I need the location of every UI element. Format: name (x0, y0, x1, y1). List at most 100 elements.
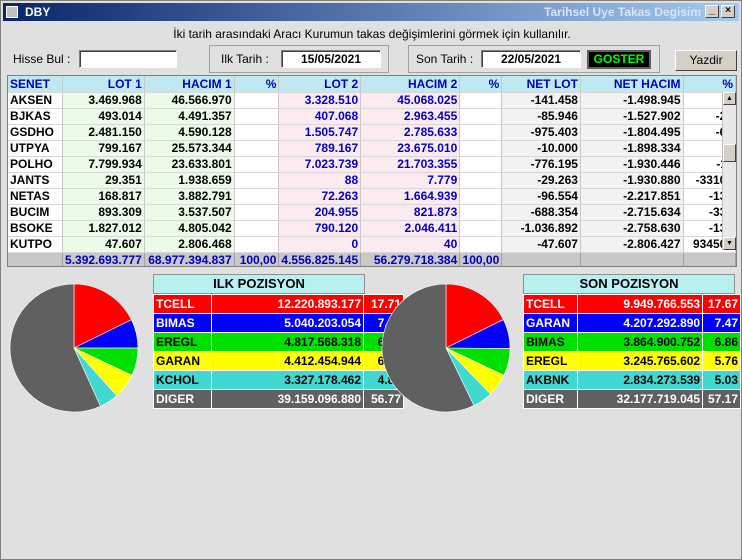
position-row[interactable]: DIGER 39.159.096.880 56.77 (153, 389, 404, 409)
arrow-up-icon: ▲ (726, 95, 733, 102)
cell-pct1 (234, 204, 280, 221)
table-row[interactable]: AKSEN 3.469.968 46.566.970 3.328.510 45.068.… (8, 92, 736, 109)
cell-pct1 (234, 236, 280, 253)
col-header-net-lot[interactable]: NET LOT (501, 76, 581, 93)
col-header-hacim1[interactable]: HACIM 1 (144, 76, 235, 93)
cell-lot1: 2.481.150 (62, 124, 145, 141)
cell-net-hacim: -2.715.634 (580, 204, 684, 221)
cell-pct2 (459, 92, 503, 109)
table-row[interactable]: JANTS 29.351 1.938.659 88 7.779 -29.263 -1.930… (8, 172, 736, 189)
cell-pct1 (234, 156, 280, 173)
position-row[interactable]: AKBNK 2.834.273.539 5.03 (522, 370, 741, 390)
cell-net-hacim: -1.930.446 (580, 156, 684, 173)
cell-senet: BUCIM (8, 204, 64, 221)
app-icon[interactable] (6, 6, 18, 18)
position-name: KCHOL (153, 370, 212, 390)
last-date-input[interactable]: 22/05/2021 (481, 50, 581, 68)
total-senet (8, 252, 64, 266)
position-pct: 56.77 (363, 389, 404, 409)
close-button[interactable]: × (721, 5, 735, 18)
table-row[interactable]: BSOKE 1.827.012 4.805.042 790.120 2.046.411 -… (8, 220, 736, 237)
scroll-thumb[interactable] (723, 144, 736, 162)
position-name: GARAN (153, 351, 212, 371)
cell-senet: NETAS (8, 188, 64, 205)
scroll-down-button[interactable]: ▼ (723, 237, 736, 250)
cell-net-lot: -10.000 (501, 140, 581, 157)
search-input[interactable] (79, 50, 177, 68)
window-title: DBY (25, 5, 51, 19)
table-row[interactable]: NETAS 168.817 3.882.791 72.263 1.664.939 -96.… (8, 188, 736, 205)
table-row[interactable]: UTPYA 799.167 25.573.344 789.167 23.675.010 -… (8, 140, 736, 157)
cell-net-lot: -96.554 (501, 188, 581, 205)
col-header-senet[interactable]: SENET (8, 76, 64, 93)
position-row[interactable]: KCHOL 3.327.178.462 4.82 (153, 370, 404, 390)
cell-lot1: 29.351 (62, 172, 145, 189)
last-position-title: SON POZISYON (523, 274, 735, 294)
table-row[interactable]: GSDHO 2.481.150 4.590.128 1.505.747 2.785.63… (8, 124, 736, 141)
cell-hacim1: 4.590.128 (144, 124, 235, 141)
cell-hacim1: 4.491.357 (144, 108, 235, 125)
cell-lot2: 7.023.739 (278, 156, 362, 173)
position-row[interactable]: TCELL 12.220.893.177 17.71 (153, 294, 404, 314)
cell-lot1: 168.817 (62, 188, 145, 205)
print-button[interactable]: Yazdir (675, 50, 737, 71)
cell-hacim2: 23.675.010 (360, 140, 461, 157)
cell-pct2 (459, 124, 503, 141)
title-bar[interactable]: DBY Tarihsel Uye Takas Degisim _ × (3, 3, 739, 21)
first-date-input[interactable]: 15/05/2021 (281, 50, 381, 68)
total-pct1: 100,00 (234, 252, 280, 266)
minimize-button[interactable]: _ (705, 5, 719, 18)
cell-net-hacim: -1.804.495 (580, 124, 684, 141)
col-header-net-pct[interactable]: % (683, 76, 736, 93)
cell-net-hacim: -2.806.427 (580, 236, 684, 253)
table-row[interactable]: POLHO 7.799.934 23.633.801 7.023.739 21.703.… (8, 156, 736, 173)
position-name: TCELL (522, 294, 579, 314)
col-header-lot2[interactable]: LOT 2 (278, 76, 362, 93)
first-date-group (209, 45, 389, 73)
pie-slice-diger (9, 283, 101, 413)
show-button[interactable]: GOSTER (587, 50, 651, 69)
cell-pct1 (234, 92, 280, 109)
position-row[interactable]: DIGER 32.177.719.045 57.17 (522, 389, 741, 409)
position-row[interactable]: TCELL 9.949.766.553 17.67 (522, 294, 741, 314)
col-header-lot1[interactable]: LOT 1 (62, 76, 145, 93)
col-header-net-hacim[interactable]: NET HACIM (580, 76, 684, 93)
cell-lot1: 1.827.012 (62, 220, 145, 237)
cell-senet: POLHO (8, 156, 64, 173)
cell-lot2: 790.120 (278, 220, 362, 237)
position-row[interactable]: BIMAS 3.864.900.752 6.86 (522, 332, 741, 352)
position-row[interactable]: GARAN 4.207.292.890 7.47 (522, 313, 741, 333)
position-row[interactable]: EREGL 3.245.765.602 5.76 (522, 351, 741, 371)
cell-net-lot: -29.263 (501, 172, 581, 189)
cell-lot2: 88 (278, 172, 362, 189)
cell-pct1 (234, 188, 280, 205)
cell-net-hacim: -1.930.880 (580, 172, 684, 189)
description-text: İki tarih arasındaki Aracı Kurumun takas… (173, 27, 571, 41)
position-value: 5.040.203.054 (211, 313, 364, 333)
cell-hacim1: 46.566.970 (144, 92, 235, 109)
cell-senet: BJKAS (8, 108, 64, 125)
table-row[interactable]: BJKAS 493.014 4.491.357 407.068 2.963.455 -85… (8, 108, 736, 125)
scroll-up-button[interactable]: ▲ (723, 92, 736, 105)
col-header-pct2[interactable]: % (459, 76, 503, 93)
cell-hacim2: 821.873 (360, 204, 461, 221)
position-pct: 7.47 (702, 313, 741, 333)
table-row[interactable]: BUCIM 893.309 3.537.507 204.955 821.873 -688.… (8, 204, 736, 221)
cell-net-hacim: -1.498.945 (580, 92, 684, 109)
cell-net-lot: -1.036.892 (501, 220, 581, 237)
data-grid[interactable]: SENET LOT 1 HACIM 1 % LOT 2 HACIM 2 % NE… (7, 75, 737, 267)
data-table: SENET LOT 1 HACIM 1 % LOT 2 HACIM 2 % NE… (8, 76, 736, 266)
cell-net-lot: -688.354 (501, 204, 581, 221)
cell-hacim1: 4.805.042 (144, 220, 235, 237)
cell-lot2: 789.167 (278, 140, 362, 157)
col-header-pct1[interactable]: % (234, 76, 280, 93)
table-row[interactable]: KUTPO 47.607 2.806.468 0 40 -47.607 -2.806.427… (8, 236, 736, 253)
col-header-hacim2[interactable]: HACIM 2 (360, 76, 461, 93)
position-name: BIMAS (153, 313, 212, 333)
grid-vertical-scrollbar[interactable]: ▲ ▼ (722, 92, 736, 250)
position-name: EREGL (153, 332, 212, 352)
cell-net-hacim: -2.217.851 (580, 188, 684, 205)
